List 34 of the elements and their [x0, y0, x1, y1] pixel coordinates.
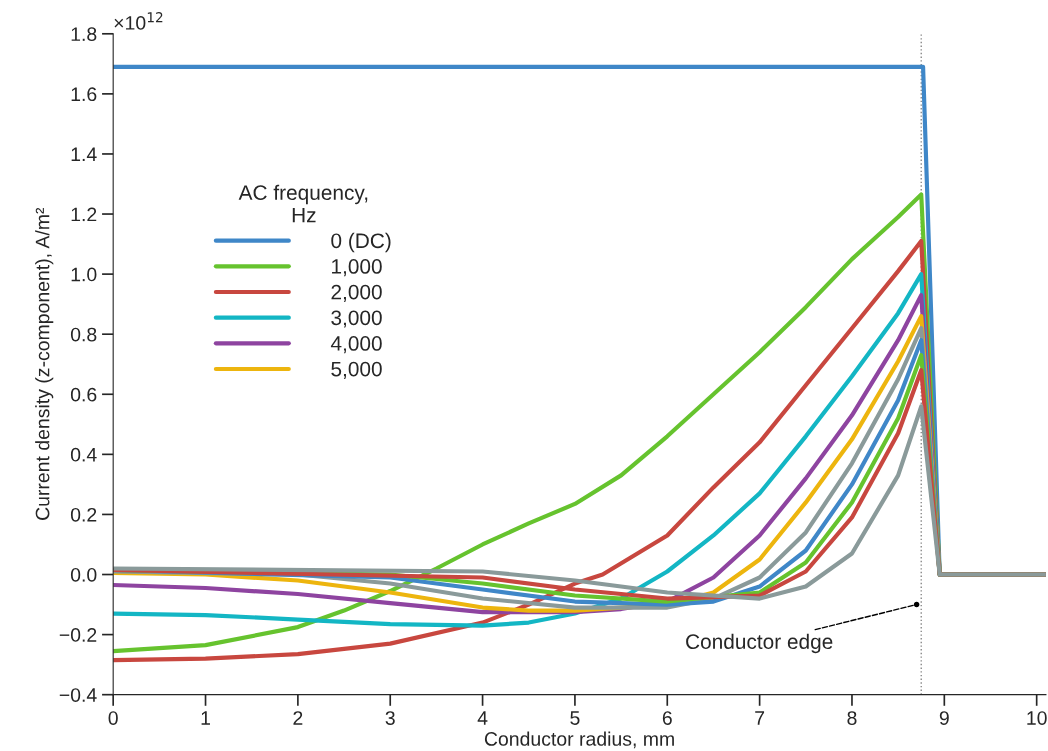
x-axis-title: Conductor radius, mm	[484, 731, 674, 749]
legend-label: 4,000	[330, 336, 382, 354]
text: ×10$^{12}$	[114, 12, 163, 30]
x-tick-label: 5	[570, 711, 580, 725]
x-tick-label: 1	[201, 711, 210, 725]
y-tick-label: 1.2	[71, 207, 97, 222]
legend-label: 5,000	[331, 361, 382, 379]
y-tick-label: 1.0	[71, 267, 97, 282]
y-tick-label: 0.4	[70, 447, 97, 462]
x-tick-label: 6	[662, 711, 672, 725]
y-axis-title: Current density (z-component), A/m²	[35, 207, 54, 520]
y-tick-label: 1.4	[71, 147, 97, 161]
x-tick-label: 7	[755, 711, 765, 725]
legend-label: 1,000	[332, 259, 382, 277]
y-tick-label: 0.0	[70, 567, 97, 582]
legend-label: 2,000	[331, 284, 382, 302]
y-tick-label: −0.4	[59, 688, 97, 702]
annotation: Conductor edge	[686, 633, 833, 654]
x-tick-label: 3	[385, 711, 395, 725]
y-tick-label: 1.6	[71, 87, 97, 102]
y-tick-label: 1.8	[71, 27, 97, 42]
x-tick-label: 0	[108, 711, 118, 725]
legend-label: 0 (DC)	[331, 232, 391, 253]
x-tick-label: 4	[477, 711, 488, 725]
x-tick-label: 10	[1027, 711, 1047, 725]
x-tick-label: 2	[293, 711, 303, 725]
y-tick-label: 0.8	[70, 327, 97, 342]
y-tick-label: 0.6	[70, 387, 97, 402]
legend-title: AC frequency, Hz	[238, 184, 368, 223]
y-tick-label: −0.2	[59, 628, 97, 642]
x-tick-label: 9	[939, 711, 949, 725]
legend-label: 3,000	[331, 310, 382, 328]
x-tick-label: 8	[847, 711, 857, 725]
y-tick-label: 0.2	[70, 507, 97, 522]
